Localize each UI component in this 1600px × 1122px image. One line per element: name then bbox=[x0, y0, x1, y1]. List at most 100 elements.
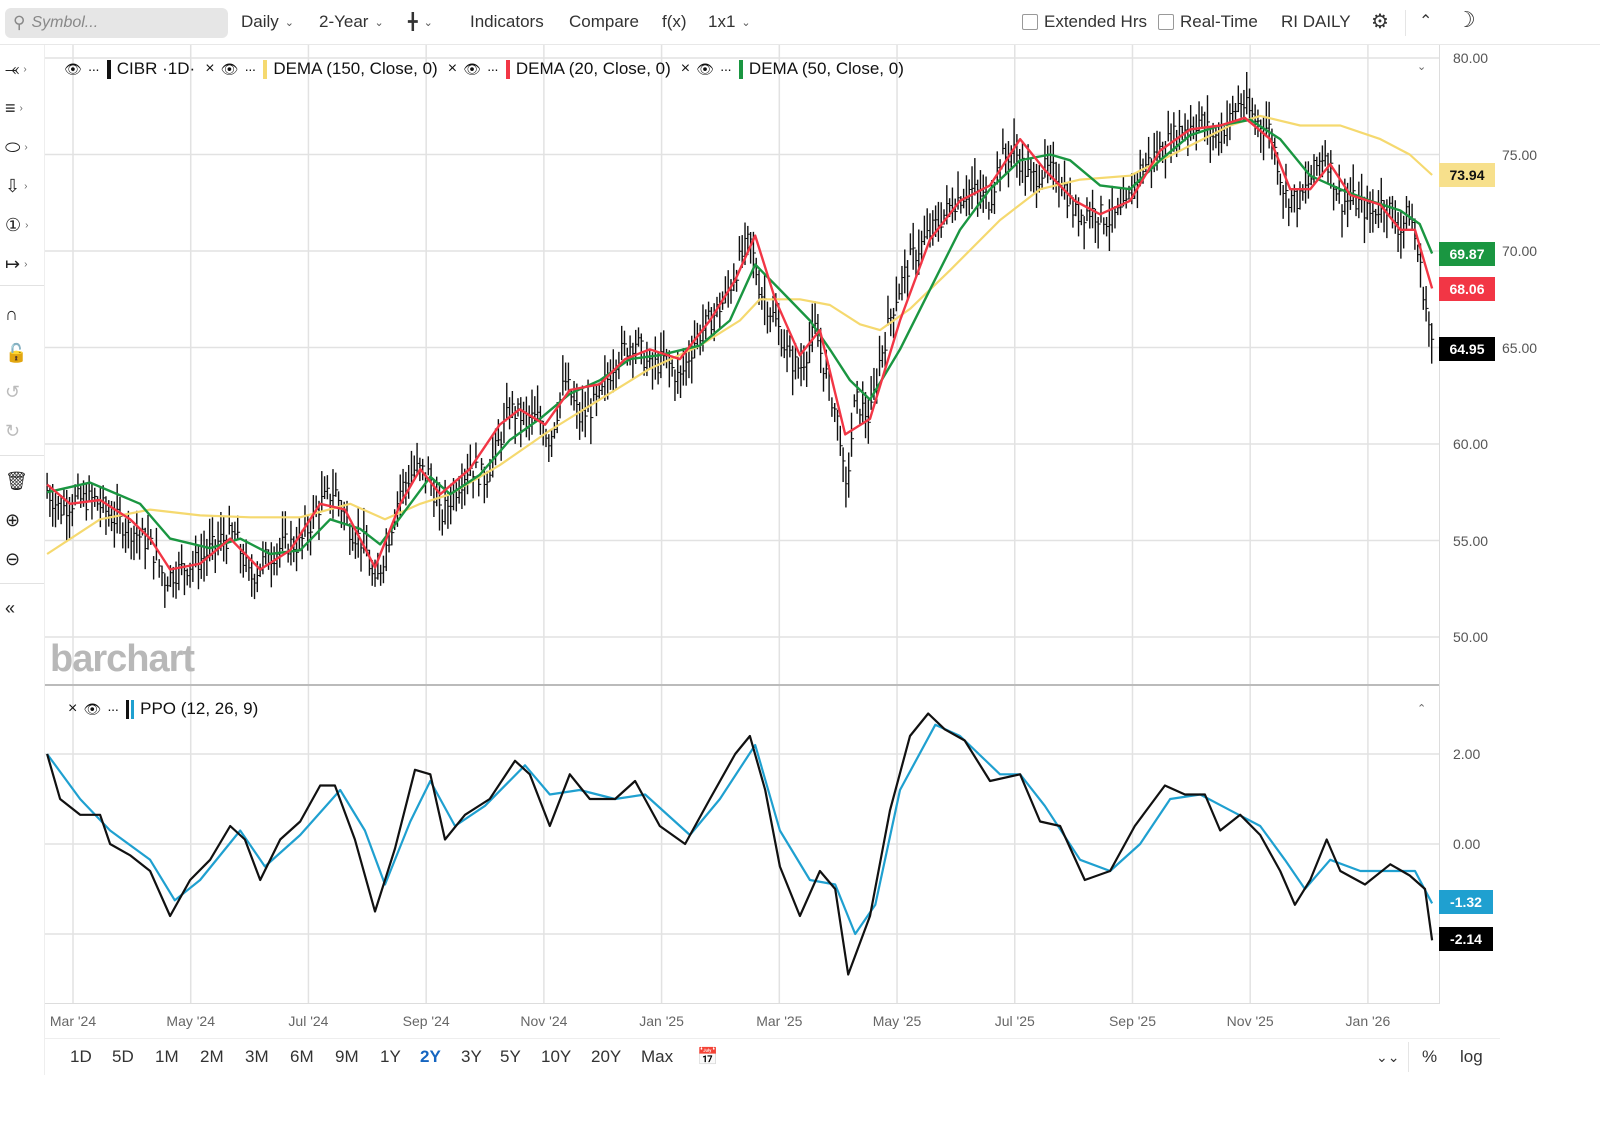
search-placeholder: Symbol... bbox=[31, 14, 99, 31]
series-color-swatch bbox=[126, 699, 130, 719]
more-icon[interactable]: ··· bbox=[87, 61, 100, 77]
ppo-chart[interactable] bbox=[45, 686, 1440, 1004]
chevron-right-icon: › bbox=[25, 219, 29, 231]
price-tick-label: 65.00 bbox=[1502, 339, 1538, 356]
collapse-pane-icon[interactable]: ⌃ bbox=[1417, 703, 1427, 715]
dema20-label: DEMA (20, Close, 0) bbox=[515, 59, 671, 78]
price-tick-label: 75.00 bbox=[1502, 146, 1538, 163]
price-tick-label: 80.00 bbox=[1453, 50, 1489, 66]
real-time-checkbox[interactable] bbox=[1158, 14, 1174, 30]
eye-icon[interactable]: 👁 bbox=[83, 700, 102, 717]
price-legend: 👁 ··· CIBR ·1D· × 👁 ··· DEMA (150, Close, 0) … bbox=[64, 59, 904, 79]
more-icon[interactable]: ··· bbox=[719, 61, 732, 77]
range-button-5y[interactable]: 5Y bbox=[500, 1047, 521, 1066]
arrow-tool[interactable]: ⇩ › bbox=[5, 173, 43, 199]
range-button-3m[interactable]: 3M bbox=[245, 1047, 269, 1066]
range-button-9m[interactable]: 9M bbox=[335, 1047, 359, 1066]
close-icon[interactable]: × bbox=[680, 60, 691, 77]
collapse-legend-icon[interactable]: ⌄ bbox=[1417, 61, 1427, 73]
redo-icon: ↻ bbox=[5, 420, 21, 441]
double-chevron-down-icon[interactable]: ⌄⌄ bbox=[1376, 1049, 1400, 1065]
magnet-icon: ∩ bbox=[5, 303, 18, 324]
template-button[interactable]: RI DAILY bbox=[1281, 12, 1351, 31]
close-icon[interactable]: × bbox=[68, 700, 78, 717]
time-tick-label: Mar '25 bbox=[756, 1013, 803, 1029]
percent-scale-button[interactable]: % bbox=[1422, 1047, 1438, 1066]
chevron-down-icon: ⌄ bbox=[423, 16, 433, 29]
close-icon[interactable]: × bbox=[205, 60, 215, 77]
range-button-3y[interactable]: 3Y bbox=[461, 1047, 482, 1066]
pane-separator[interactable] bbox=[45, 684, 1440, 686]
extended-hrs-toggle[interactable]: Extended Hrs bbox=[1022, 12, 1147, 32]
eye-icon[interactable]: 👁 bbox=[64, 60, 82, 77]
price-tick-label: 70.00 bbox=[1502, 243, 1538, 259]
dema150-label: DEMA (150, Close, 0) bbox=[273, 59, 438, 78]
series-color-swatch bbox=[263, 59, 268, 79]
eye-icon[interactable]: 👁 bbox=[220, 60, 239, 77]
calendar-icon[interactable]: 📅 bbox=[697, 1047, 719, 1066]
trendline-tool[interactable]: ⤛ › bbox=[5, 56, 43, 82]
chevron-down-icon: ⌄ bbox=[741, 16, 751, 29]
redo-button[interactable]: ↻ bbox=[5, 418, 43, 444]
compare-button[interactable]: Compare bbox=[569, 12, 639, 31]
time-tick-label: May '25 bbox=[872, 1013, 922, 1029]
unlock-icon: 🔓 bbox=[5, 342, 28, 363]
log-scale-button[interactable]: log bbox=[1460, 1047, 1483, 1066]
price-tick-label: 55.00 bbox=[1453, 532, 1489, 549]
more-icon[interactable]: ··· bbox=[244, 61, 256, 77]
period-dropdown[interactable]: 2-Year ⌄ bbox=[319, 12, 384, 32]
lock-button[interactable]: 🔓 bbox=[5, 340, 43, 366]
range-button-1d[interactable]: 1D bbox=[70, 1047, 92, 1066]
zoom-in-button[interactable]: ⊕ bbox=[5, 507, 43, 533]
real-time-toggle[interactable]: Real-Time bbox=[1158, 12, 1258, 32]
series-color-swatch bbox=[505, 59, 510, 79]
range-button-1m[interactable]: 1M bbox=[155, 1047, 179, 1066]
chart-type-dropdown[interactable]: ╋ ⌄ bbox=[408, 12, 433, 32]
time-tick-label: Jul '24 bbox=[288, 1013, 329, 1029]
collapse-toolbar-icon[interactable]: ⌃ bbox=[1419, 13, 1433, 30]
shapes-tool[interactable]: ⬭ › bbox=[5, 134, 43, 160]
signal-line bbox=[46, 723, 1434, 936]
fibonacci-icon: ≡ bbox=[5, 97, 16, 118]
magnet-button[interactable]: ∩ bbox=[5, 301, 43, 327]
collapse-sidebar-button[interactable]: « bbox=[5, 595, 43, 621]
range-button-1y[interactable]: 1Y bbox=[380, 1047, 401, 1066]
fib-tool[interactable]: ≡ › bbox=[5, 95, 43, 121]
drawing-toolbar: ⤛ › ≡ › ⬭ › ⇩ › ① › ↦ › ∩ 🔓 ↺ ↻ 🗑 ⊕ ⊖ « bbox=[0, 45, 45, 1075]
delete-button[interactable]: 🗑 bbox=[5, 468, 43, 494]
range-button-2y[interactable]: 2Y bbox=[420, 1047, 441, 1066]
range-button-20y[interactable]: 20Y bbox=[591, 1047, 622, 1066]
interval-dropdown[interactable]: Daily ⌄ bbox=[241, 12, 294, 32]
eye-icon[interactable]: 👁 bbox=[696, 60, 714, 77]
interval-label: Daily bbox=[241, 12, 279, 31]
symbol-search-input[interactable]: ⚲ Symbol... bbox=[5, 8, 228, 38]
more-icon[interactable]: ··· bbox=[107, 701, 119, 717]
dema150-line bbox=[46, 114, 1433, 555]
close-icon[interactable]: × bbox=[447, 60, 458, 77]
range-button-5d[interactable]: 5D bbox=[112, 1047, 134, 1066]
range-button-2m[interactable]: 2M bbox=[200, 1047, 224, 1066]
dark-mode-moon-icon[interactable]: ☽ bbox=[1456, 7, 1476, 32]
measure-tool[interactable]: ↦ › bbox=[5, 251, 43, 277]
range-button-10y[interactable]: 10Y bbox=[541, 1047, 572, 1066]
more-icon[interactable]: ··· bbox=[486, 61, 499, 77]
gear-icon[interactable]: ⚙ bbox=[1371, 11, 1389, 33]
trash-icon: 🗑 bbox=[5, 470, 28, 491]
indicators-button[interactable]: Indicators bbox=[470, 12, 544, 31]
range-button-6m[interactable]: 6M bbox=[290, 1047, 314, 1066]
function-button[interactable]: f(x) bbox=[662, 12, 687, 31]
dema150-value-badge: 73.94 bbox=[1439, 163, 1495, 187]
price-tick-label: 50.00 bbox=[1453, 629, 1489, 645]
layout-dropdown[interactable]: 1x1 ⌄ bbox=[708, 12, 751, 32]
range-button-max[interactable]: Max bbox=[641, 1047, 674, 1066]
eye-icon[interactable]: 👁 bbox=[463, 60, 481, 77]
extended-hrs-checkbox[interactable] bbox=[1022, 14, 1038, 30]
zoom-out-button[interactable]: ⊖ bbox=[5, 546, 43, 572]
chevron-right-icon: › bbox=[24, 141, 28, 153]
undo-button[interactable]: ↺ bbox=[5, 379, 43, 405]
annotation-tool[interactable]: ① › bbox=[5, 212, 43, 238]
ppo-value-badge: -2.14 bbox=[1439, 927, 1493, 951]
price-chart[interactable] bbox=[45, 45, 1440, 685]
toolbar-divider bbox=[1405, 10, 1406, 36]
chevron-right-icon: › bbox=[24, 180, 28, 192]
